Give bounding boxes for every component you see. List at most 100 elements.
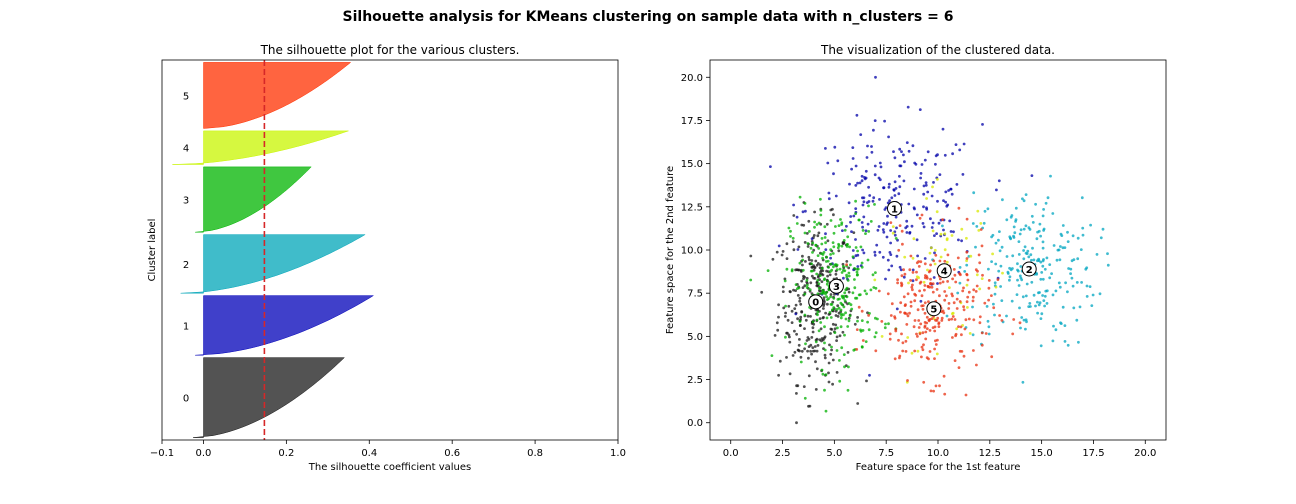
scatter-point-cluster-0 xyxy=(795,332,798,336)
scatter-point-cluster-3 xyxy=(823,348,827,352)
scatter-point-cluster-3 xyxy=(823,225,827,229)
scatter-point-cluster-1 xyxy=(848,182,851,186)
scatter-point-cluster-5 xyxy=(965,257,969,260)
scatter-point-cluster-0 xyxy=(807,356,810,360)
scatter-point-cluster-5 xyxy=(894,329,898,333)
scatter-point-cluster-5 xyxy=(918,332,922,336)
scatter-point-cluster-3 xyxy=(828,270,832,273)
scatter-point-cluster-2 xyxy=(1022,249,1025,252)
scatter-point-cluster-5 xyxy=(934,253,938,257)
scatter-point-cluster-2 xyxy=(1099,236,1103,240)
scatter-point-cluster-1 xyxy=(827,197,831,201)
scatter-point-cluster-2 xyxy=(1042,299,1046,302)
scatter-point-cluster-1 xyxy=(914,162,918,166)
scatter-point-cluster-2 xyxy=(982,221,986,225)
scatter-point-cluster-0 xyxy=(812,248,816,252)
scatter-point-cluster-3 xyxy=(805,283,809,287)
scatter-point-cluster-2 xyxy=(1090,304,1094,307)
scatter-point-cluster-1 xyxy=(879,165,883,169)
scatter-point-cluster-5 xyxy=(915,261,919,265)
scatter-point-cluster-2 xyxy=(1034,202,1037,206)
cluster-center-2 xyxy=(1021,261,1037,277)
scatter-point-cluster-5 xyxy=(900,274,904,278)
scatter-point-cluster-4 xyxy=(978,287,982,291)
scatter-point-cluster-4 xyxy=(965,259,968,263)
scatter-point-cluster-0 xyxy=(781,285,785,289)
scatter-point-cluster-2 xyxy=(1045,302,1049,305)
scatter-point-cluster-3 xyxy=(855,273,859,277)
scatter-point-cluster-0 xyxy=(815,349,819,353)
scatter-point-cluster-5 xyxy=(966,278,970,282)
scatter-y-tick-label: 17.5 xyxy=(681,116,703,127)
scatter-point-cluster-3 xyxy=(829,303,833,306)
scatter-point-cluster-0 xyxy=(811,330,815,334)
scatter-point-cluster-0 xyxy=(773,334,777,337)
scatter-point-cluster-2 xyxy=(1019,265,1023,268)
scatter-point-cluster-2 xyxy=(1088,285,1092,288)
scatter-point-cluster-5 xyxy=(917,326,921,329)
scatter-point-cluster-5 xyxy=(899,301,903,305)
scatter-point-cluster-3 xyxy=(894,237,898,240)
scatter-point-cluster-0 xyxy=(827,361,831,365)
scatter-point-cluster-5 xyxy=(947,302,951,305)
scatter-point-cluster-0 xyxy=(785,356,788,359)
scatter-point-cluster-2 xyxy=(1051,339,1055,343)
scatter-point-cluster-5 xyxy=(933,357,936,360)
scatter-point-cluster-2 xyxy=(1069,272,1072,275)
scatter-point-cluster-2 xyxy=(1030,280,1034,284)
scatter-point-cluster-3 xyxy=(794,283,798,286)
scatter-point-cluster-2 xyxy=(998,230,1001,234)
scatter-point-cluster-5 xyxy=(950,292,954,296)
scatter-point-cluster-5 xyxy=(940,316,944,320)
scatter-point-cluster-0 xyxy=(827,380,831,384)
scatter-point-cluster-5 xyxy=(899,310,902,314)
scatter-point-cluster-0 xyxy=(825,269,828,273)
cluster-center-4 xyxy=(936,263,952,279)
scatter-point-cluster-3 xyxy=(820,292,823,295)
scatter-point-cluster-0 xyxy=(865,379,868,383)
scatter-point-cluster-3 xyxy=(819,321,823,324)
scatter-point-cluster-0 xyxy=(829,327,833,331)
scatter-point-cluster-3 xyxy=(827,297,830,300)
scatter-point-cluster-2 xyxy=(1070,276,1074,280)
scatter-point-cluster-5 xyxy=(966,295,970,299)
scatter-point-cluster-5 xyxy=(943,392,947,396)
silhouette-x-tick-label: 0.0 xyxy=(196,448,212,459)
cluster-center-label-0: 0 xyxy=(812,298,819,309)
scatter-point-cluster-2 xyxy=(1055,258,1059,262)
scatter-point-cluster-5 xyxy=(931,290,935,294)
silhouette-x-tick-label: 0.6 xyxy=(444,448,460,459)
scatter-point-cluster-5 xyxy=(915,270,918,274)
scatter-point-cluster-2 xyxy=(1054,289,1058,293)
scatter-point-cluster-2 xyxy=(1061,246,1065,250)
scatter-point-cluster-1 xyxy=(1030,174,1034,178)
scatter-point-cluster-0 xyxy=(760,290,764,294)
scatter-point-cluster-5 xyxy=(861,339,865,342)
scatter-point-cluster-1 xyxy=(886,214,889,218)
scatter-point-cluster-3 xyxy=(843,333,846,337)
scatter-point-cluster-2 xyxy=(994,262,998,266)
scatter-point-cluster-1 xyxy=(911,144,915,148)
scatter-point-cluster-5 xyxy=(980,331,984,335)
scatter-point-cluster-1 xyxy=(933,234,936,238)
scatter-point-cluster-0 xyxy=(847,266,851,270)
scatter-point-cluster-1 xyxy=(836,159,840,163)
scatter-point-cluster-0 xyxy=(798,296,802,300)
scatter-point-cluster-0 xyxy=(836,304,840,308)
scatter-point-cluster-0 xyxy=(817,231,821,235)
scatter-point-cluster-2 xyxy=(1075,281,1079,284)
scatter-point-cluster-1 xyxy=(913,207,916,211)
cluster-label-5: 5 xyxy=(183,91,189,102)
silhouette-x-ticks: −0.1 0.0 0.2 0.4 0.6 0.8 1.0 xyxy=(150,440,626,459)
cluster-center-label-3: 3 xyxy=(833,282,840,293)
scatter-point-cluster-3 xyxy=(810,262,813,266)
scatter-point-cluster-3 xyxy=(872,286,876,289)
scatter-point-cluster-1 xyxy=(955,183,959,186)
scatter-y-tick-label: 2.5 xyxy=(687,375,703,386)
scatter-point-cluster-1 xyxy=(794,312,798,316)
scatter-point-cluster-5 xyxy=(880,320,884,323)
scatter-point-cluster-5 xyxy=(926,285,930,289)
scatter-point-cluster-5 xyxy=(941,280,945,284)
silhouette-plot: The silhouette plot for the various clus… xyxy=(147,43,626,473)
scatter-point-cluster-3 xyxy=(814,243,818,247)
